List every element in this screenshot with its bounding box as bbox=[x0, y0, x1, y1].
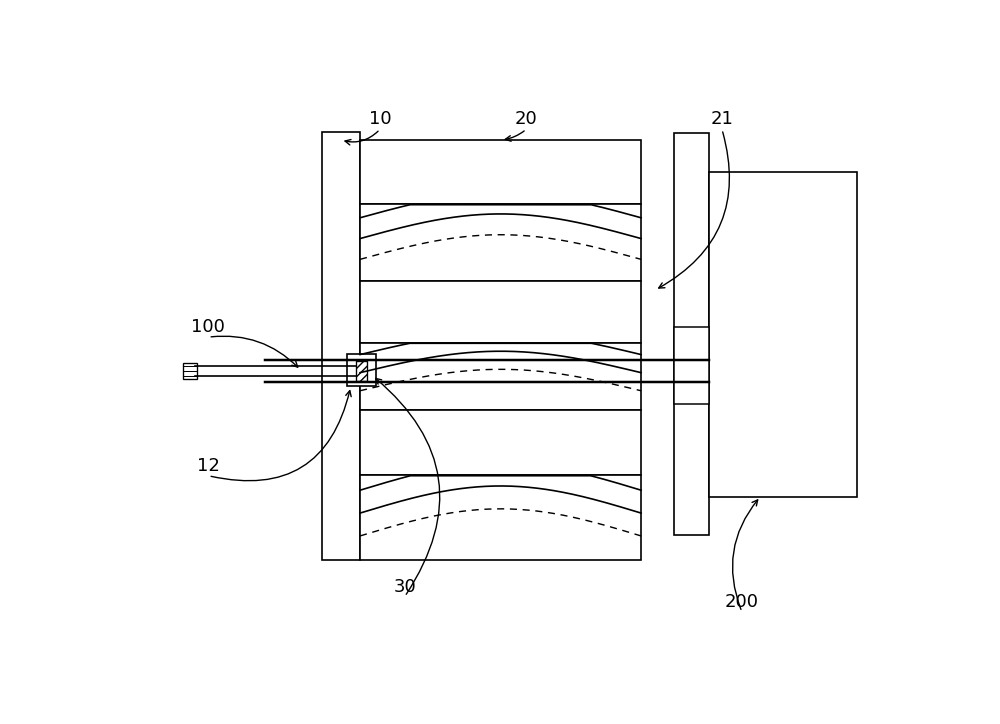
Bar bbox=[360, 281, 641, 342]
Bar bbox=[674, 327, 709, 404]
Bar bbox=[356, 361, 367, 381]
Text: 21: 21 bbox=[711, 110, 733, 128]
Bar bbox=[360, 140, 641, 204]
Bar bbox=[360, 204, 641, 281]
Text: 12: 12 bbox=[197, 457, 220, 475]
Bar bbox=[360, 475, 641, 560]
Bar bbox=[347, 354, 376, 387]
Bar bbox=[183, 363, 197, 379]
Text: 200: 200 bbox=[725, 593, 759, 611]
Text: 30: 30 bbox=[393, 578, 416, 596]
Text: 20: 20 bbox=[515, 110, 538, 128]
Text: 10: 10 bbox=[369, 110, 391, 128]
Bar bbox=[709, 172, 857, 497]
Bar bbox=[360, 410, 641, 475]
Bar bbox=[322, 132, 360, 560]
Text: 100: 100 bbox=[191, 318, 225, 336]
Bar bbox=[674, 133, 709, 535]
Bar bbox=[360, 342, 641, 410]
